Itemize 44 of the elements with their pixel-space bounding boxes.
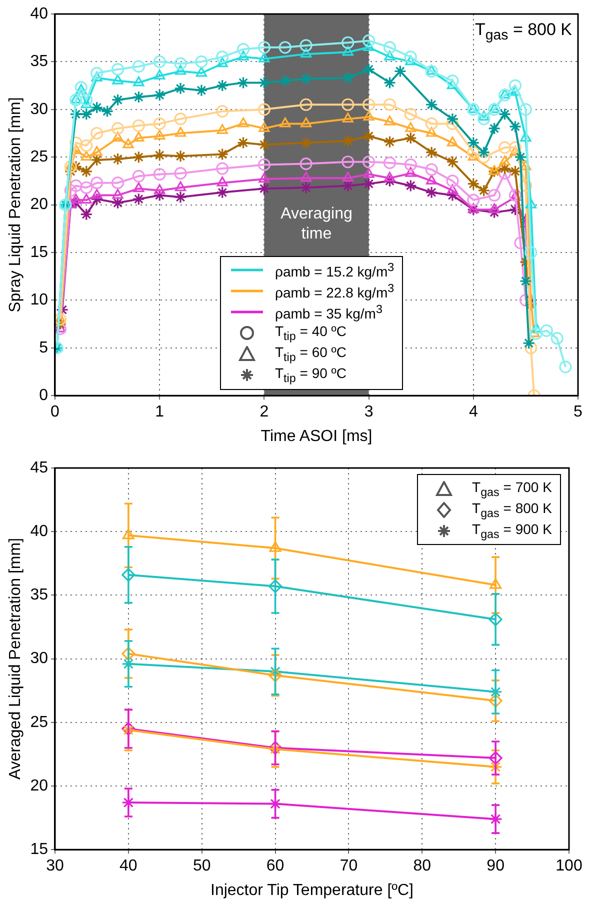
x-tick-label: 1 [155,404,164,421]
x-axis-title: Time ASOI [ms] [260,428,372,445]
x-tick-label: 40 [120,858,138,875]
x-tick-label: 2 [260,404,269,421]
y-tick-label: 20 [30,196,48,214]
y-tick-label: 20 [30,777,48,794]
y-tick-label: 30 [30,650,48,668]
band-label: Averaging time [280,205,352,242]
x-tick-label: 60 [266,858,284,875]
legend-label: ρamb = 15.2 kg/m$^{3}$ [274,260,394,280]
annotation: T$_{gas}$ = 800 K [475,20,572,44]
y-tick-label: 40 [30,523,48,540]
x-tick-label: 90 [486,858,505,875]
legend-label: T$_{tip}$ = 40 ºC [274,323,346,343]
y-tick-label: 40 [30,5,48,22]
y-tick-label: 30 [30,100,48,118]
x-tick-label: 4 [468,404,478,421]
y-tick-label: 25 [30,148,48,166]
legend-label: ρamb = 22.8 kg/m$^{3}$ [274,282,394,300]
legend-label: T$_{tip}$ = 60 ºC [274,344,346,364]
x-tick-label: 50 [192,858,211,875]
y-tick-label: 25 [30,714,48,731]
y-tick-label: 10 [30,292,48,309]
y-tick-label: 15 [30,244,48,261]
y-tick-label: 35 [30,586,48,604]
y-tick-label: 35 [30,53,48,70]
x-axis-title: Injector Tip Temperature [ºC] [210,882,414,899]
y-tick-label: 0 [39,387,48,404]
x-tick-label: 5 [574,404,583,421]
legend-label: T$_{gas}$ = 800 K [472,500,552,520]
legend-label: ρamb = 35 kg/m$^{3}$ [274,302,382,322]
legend-label: T$_{gas}$ = 700 K [472,478,552,498]
y-tick-label: 5 [39,339,48,356]
y-tick-label: 15 [30,841,48,858]
y-tick-label: 45 [30,459,48,476]
legend-label: T$_{gas}$ = 900 K [472,520,552,540]
x-tick-label: 3 [364,404,374,421]
x-tick-label: 0 [50,404,60,421]
y-axis-title: Spray Liquid Penetration [mm] [7,97,24,312]
y-axis-title: Averaged Liquid Penetration [mm] [7,538,24,780]
x-tick-label: 70 [340,858,358,875]
x-tick-label: 80 [413,858,432,875]
x-tick-label: 100 [556,858,582,875]
legend-label: T$_{tip}$ = 90 ºC [274,365,346,385]
